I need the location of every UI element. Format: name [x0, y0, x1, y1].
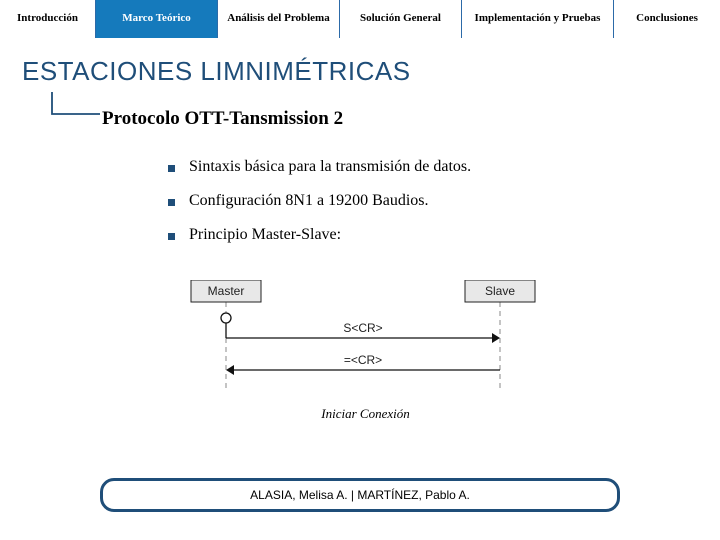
bullet-item: Principio Master-Slave: [168, 226, 628, 244]
subtitle: Protocolo OTT-Tansmission 2 [102, 108, 343, 130]
bullet-list: Sintaxis básica para la transmisión de d… [168, 158, 628, 260]
bullet-marker-icon [168, 165, 175, 172]
tab-3[interactable]: Solución General [340, 0, 462, 38]
bullet-marker-icon [168, 199, 175, 206]
sequence-diagram: Master Slave S<CR> =<CR> Iniciar Conexión [168, 280, 563, 430]
tab-0[interactable]: Introducción [0, 0, 96, 38]
bullet-text: Principio Master-Slave: [189, 226, 341, 244]
svg-text:Slave: Slave [485, 284, 515, 298]
sequence-diagram-svg: Master Slave S<CR> =<CR> [168, 280, 563, 395]
svg-text:S<CR>: S<CR> [343, 321, 382, 335]
bullet-text: Sintaxis básica para la transmisión de d… [189, 158, 471, 176]
tab-1[interactable]: Marco Teórico [96, 0, 218, 38]
bullet-text: Configuración 8N1 a 19200 Baudios. [189, 192, 429, 210]
tab-4[interactable]: Implementación y Pruebas [462, 0, 614, 38]
svg-text:Master: Master [208, 284, 245, 298]
svg-text:=<CR>: =<CR> [344, 353, 382, 367]
tab-5[interactable]: Conclusiones [614, 0, 720, 38]
diagram-caption: Iniciar Conexión [168, 406, 563, 422]
title-connector [46, 92, 106, 128]
footer-authors: ALASIA, Melisa A. | MARTÍNEZ, Pablo A. [100, 478, 620, 512]
tab-bar: IntroducciónMarco TeóricoAnálisis del Pr… [0, 0, 720, 38]
bullet-item: Sintaxis básica para la transmisión de d… [168, 158, 628, 176]
bullet-marker-icon [168, 233, 175, 240]
page-title: ESTACIONES LIMNIMÉTRICAS [22, 56, 720, 87]
tab-2[interactable]: Análisis del Problema [218, 0, 340, 38]
bullet-item: Configuración 8N1 a 19200 Baudios. [168, 192, 628, 210]
